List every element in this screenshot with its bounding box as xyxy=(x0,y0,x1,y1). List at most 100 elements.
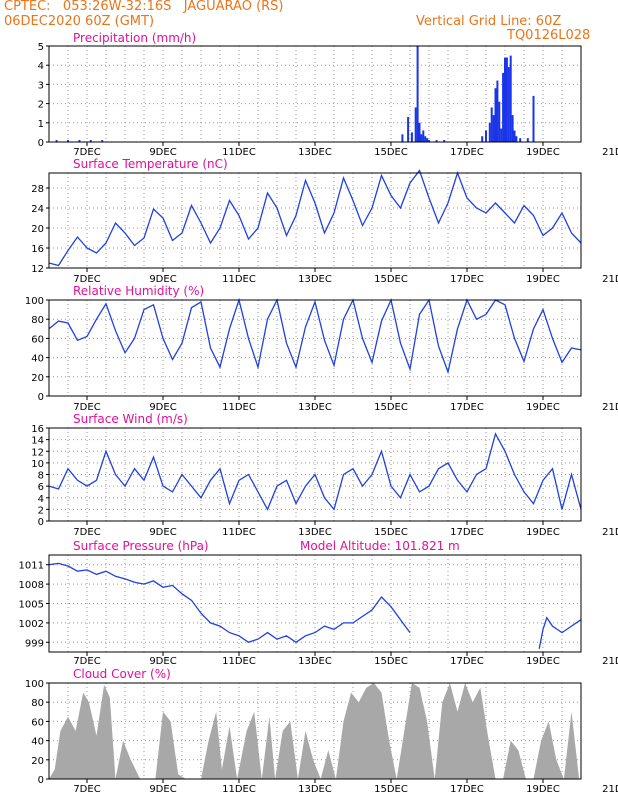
precip-bar xyxy=(519,138,522,142)
x-tick-label: 9DEC xyxy=(149,656,176,667)
y-tick-label: 20 xyxy=(31,224,44,235)
y-tick-label: 20 xyxy=(31,373,44,384)
x-tick-label: 17DEC xyxy=(450,784,484,795)
precip-bar xyxy=(500,128,503,142)
y-tick-label: 12 xyxy=(31,264,44,275)
y-tick-label: 1008 xyxy=(19,580,44,591)
precip-bar xyxy=(55,140,58,142)
precip-bar xyxy=(435,140,438,142)
precip-bar xyxy=(443,140,446,142)
x-tick-label: 19DEC xyxy=(526,656,560,667)
x-tick-label: 13DEC xyxy=(298,402,332,413)
precip-bar xyxy=(504,57,506,142)
x-tick-label: 17DEC xyxy=(450,527,484,538)
y-tick-label: 10 xyxy=(31,459,44,470)
x-tick-label: 9DEC xyxy=(149,784,176,795)
precip-bar xyxy=(494,88,497,142)
x-tick-label: 7DEC xyxy=(73,656,100,667)
x-tick-label: 19DEC xyxy=(526,784,560,795)
precip-bar xyxy=(418,122,421,142)
x-tick-label: 21DEC xyxy=(602,274,618,285)
y-tick-label: 2 xyxy=(38,100,44,111)
x-tick-label: 7DEC xyxy=(73,274,100,285)
press-title: Surface Pressure (hPa) xyxy=(73,539,209,553)
y-tick-label: 0 xyxy=(38,775,44,786)
precip-bar xyxy=(526,138,529,142)
x-tick-label: 11DEC xyxy=(222,527,256,538)
x-tick-label: 21DEC xyxy=(602,527,618,538)
y-tick-label: 60 xyxy=(31,717,44,728)
y-tick-label: 1011 xyxy=(19,561,44,572)
press-annotation: Model Altitude: 101.821 m xyxy=(300,539,460,553)
x-tick-label: 15DEC xyxy=(374,274,408,285)
y-tick-label: 60 xyxy=(31,334,44,345)
y-tick-label: 40 xyxy=(31,354,44,365)
header-date: 06DEC2020 60Z (GMT) xyxy=(4,14,155,29)
x-tick-label: 15DEC xyxy=(374,527,408,538)
y-tick-label: 6 xyxy=(38,482,44,493)
precip-title: Precipitation (mm/h) xyxy=(73,31,196,45)
x-tick-label: 11DEC xyxy=(222,402,256,413)
x-tick-label: 21DEC xyxy=(602,656,618,667)
precip-bar xyxy=(485,130,487,142)
y-tick-label: 2 xyxy=(38,505,44,516)
rh-title: Relative Humidity (%) xyxy=(73,284,204,298)
precip-bar xyxy=(515,136,518,142)
precip-bar xyxy=(511,115,514,142)
cloud-title: Cloud Cover (%) xyxy=(73,667,171,681)
x-tick-label: 9DEC xyxy=(149,402,176,413)
y-tick-label: 1 xyxy=(38,119,44,130)
y-tick-label: 16 xyxy=(31,424,44,435)
cloud-cover-area xyxy=(49,683,580,779)
precip-bar xyxy=(481,136,484,142)
x-tick-label: 7DEC xyxy=(73,402,100,413)
precip-bar xyxy=(101,140,104,142)
y-tick-label: 8 xyxy=(38,471,44,482)
x-tick-label: 7DEC xyxy=(73,147,100,158)
press-series-line xyxy=(48,562,411,644)
y-tick-label: 28 xyxy=(31,184,44,195)
y-tick-label: 80 xyxy=(31,698,44,709)
x-tick-label: 19DEC xyxy=(526,402,560,413)
x-tick-label: 13DEC xyxy=(298,274,332,285)
y-tick-label: 0 xyxy=(38,138,44,149)
precip-bar xyxy=(532,95,535,142)
header-grid-note: Vertical Grid Line: 60Z xyxy=(416,14,562,29)
precip-bar xyxy=(78,140,81,142)
precip-bar xyxy=(67,140,69,142)
precip-bar xyxy=(505,57,508,142)
y-tick-label: 4 xyxy=(38,494,44,505)
precip-bar xyxy=(410,132,413,142)
precip-bar xyxy=(502,72,505,142)
x-tick-label: 19DEC xyxy=(526,527,560,538)
precip-bar xyxy=(488,122,491,142)
y-tick-label: 4 xyxy=(38,61,44,72)
y-tick-label: 3 xyxy=(38,80,44,91)
x-tick-label: 15DEC xyxy=(374,147,408,158)
header-model-id: TQ0126L028 xyxy=(507,28,591,43)
x-tick-label: 17DEC xyxy=(450,274,484,285)
y-tick-label: 40 xyxy=(31,737,44,748)
precip-bar xyxy=(428,140,430,142)
y-tick-label: 20 xyxy=(31,756,44,767)
precip-bar xyxy=(507,67,510,142)
x-tick-label: 17DEC xyxy=(450,147,484,158)
wind-title: Surface Wind (m/s) xyxy=(73,412,188,426)
x-tick-label: 17DEC xyxy=(450,402,484,413)
x-tick-label: 13DEC xyxy=(298,147,332,158)
x-tick-label: 11DEC xyxy=(222,147,256,158)
x-tick-label: 19DEC xyxy=(526,147,560,158)
precip-bar xyxy=(416,46,419,142)
precip-bar xyxy=(490,107,493,142)
x-tick-label: 13DEC xyxy=(298,784,332,795)
x-tick-label: 15DEC xyxy=(374,402,408,413)
y-tick-label: 100 xyxy=(25,679,44,690)
x-tick-label: 9DEC xyxy=(149,147,176,158)
x-tick-label: 9DEC xyxy=(149,527,176,538)
precip-bar xyxy=(509,55,512,142)
y-tick-label: 80 xyxy=(31,315,44,326)
precip-bar xyxy=(498,101,501,142)
x-tick-label: 13DEC xyxy=(298,527,332,538)
wind-series-line xyxy=(48,432,582,511)
